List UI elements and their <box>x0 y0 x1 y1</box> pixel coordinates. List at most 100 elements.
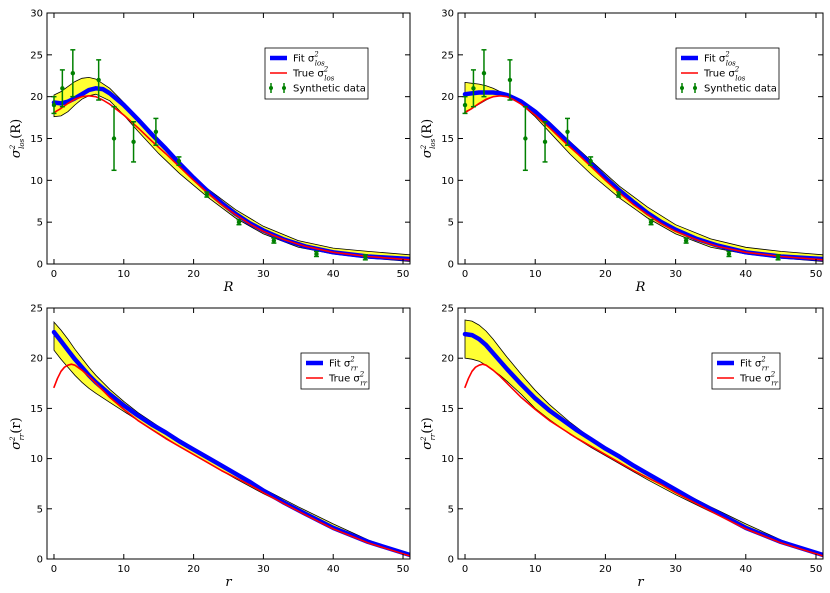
x-tick-label: 50 <box>810 564 823 575</box>
legend-entry-fit: Fit σ2rr​ <box>306 356 358 373</box>
y-tick-label: 10 <box>30 176 43 187</box>
y-tick-label: 30 <box>30 9 43 20</box>
x-axis-label: R <box>223 280 234 295</box>
y-tick-label: 15 <box>30 134 43 145</box>
data-point <box>565 117 570 146</box>
data-point <box>726 250 732 258</box>
legend-entry-fit: Fit σ2los​ <box>681 51 736 68</box>
x-tick-label: 30 <box>669 564 682 575</box>
data-point <box>51 95 57 115</box>
y-axis-label: σ2los​(R) <box>9 119 26 158</box>
data-point <box>176 156 182 167</box>
y-tick-label: 25 <box>30 50 43 61</box>
legend-label: Synthetic data <box>293 84 366 95</box>
legend-entry-fit: Fit σ2los​ <box>270 51 325 68</box>
legend: Fit σ2rr​True σ2rr​ <box>711 352 781 390</box>
x-tick-label: 10 <box>117 269 130 280</box>
data-point <box>362 254 368 261</box>
y-tick-label: 0 <box>37 260 43 271</box>
confidence-band <box>464 81 823 262</box>
fit-curve <box>462 90 823 262</box>
y-tick-label: 15 <box>30 404 43 415</box>
x-tick-label: 30 <box>257 564 270 575</box>
legend-box <box>300 352 370 390</box>
axes-frame <box>457 307 824 560</box>
y-axis-label: σ2los​(R) <box>420 119 437 158</box>
legend-entry-fit: Fit σ2rr​ <box>717 356 769 373</box>
x-tick-label: 40 <box>739 564 752 575</box>
x-axis-label: R <box>635 280 646 295</box>
legend-box <box>711 352 781 390</box>
data-point <box>775 254 781 261</box>
confidence-band <box>53 76 410 262</box>
true-curve <box>53 363 410 557</box>
true-curve <box>464 95 823 261</box>
y-tick-label: 15 <box>441 134 454 145</box>
x-tick-label: 40 <box>327 564 340 575</box>
y-tick-label: 10 <box>30 454 43 465</box>
data-point <box>507 59 513 101</box>
y-tick-label: 30 <box>441 9 454 20</box>
data-point <box>683 237 689 244</box>
legend-label: Fit σ2los​ <box>704 51 736 68</box>
y-tick-label: 15 <box>441 404 454 415</box>
y-tick-label: 5 <box>448 504 454 515</box>
y-tick-label: 0 <box>448 260 454 271</box>
x-tick-label: 20 <box>187 564 200 575</box>
x-tick-label: 20 <box>599 564 612 575</box>
x-tick-label: 0 <box>51 564 57 575</box>
true-curve <box>464 363 823 557</box>
true-curve <box>53 95 410 261</box>
y-tick-label: 25 <box>441 304 454 315</box>
data-point <box>236 218 242 226</box>
confidence-band <box>53 321 410 557</box>
panel-bottom-right: 0 10 20 30 40 50 0 5 10 15 20 25 r σ2rr​(r) Fit σ2rr​T… <box>420 304 824 590</box>
plot-area <box>51 321 410 558</box>
x-tick-label: 0 <box>51 269 57 280</box>
data-point <box>462 95 468 115</box>
x-tick-label: 50 <box>397 269 410 280</box>
y-tick-label: 0 <box>37 555 43 566</box>
data-point <box>542 121 548 163</box>
data-point <box>648 218 654 226</box>
x-tick-label: 40 <box>739 269 752 280</box>
data-point <box>470 69 476 108</box>
legend-label: Synthetic data <box>704 84 777 95</box>
data-point <box>153 117 159 146</box>
data-point <box>59 69 65 108</box>
x-tick-label: 10 <box>117 564 130 575</box>
y-tick-label: 5 <box>448 218 454 229</box>
data-point <box>70 49 76 98</box>
legend-label: True σ2los​ <box>703 66 746 83</box>
data-point <box>481 49 487 98</box>
y-tick-label: 25 <box>30 304 43 315</box>
legend-entry-true: True σ2los​ <box>681 66 746 83</box>
x-tick-label: 50 <box>810 269 823 280</box>
legend-entry-data: Synthetic data <box>269 83 366 95</box>
x-tick-label: 50 <box>397 564 410 575</box>
data-point <box>522 105 528 172</box>
data-point <box>131 121 137 163</box>
x-tick-label: 0 <box>462 269 468 280</box>
y-tick-label: 25 <box>441 50 454 61</box>
y-axis-label: σ2rr​(r) <box>9 417 26 449</box>
x-tick-label: 30 <box>669 269 682 280</box>
y-axis-label: σ2rr​(r) <box>420 417 437 449</box>
legend: Fit σ2los​True σ2los​Synthetic data <box>264 47 369 100</box>
legend-entry-true: True σ2rr​ <box>717 371 779 388</box>
x-tick-label: 20 <box>187 269 200 280</box>
y-tick-label: 5 <box>37 218 43 229</box>
y-tick-label: 20 <box>441 92 454 103</box>
y-tick-label: 20 <box>30 354 43 365</box>
data-point <box>271 237 277 244</box>
legend-entry-true: True σ2los​ <box>270 66 335 83</box>
x-tick-label: 40 <box>327 269 340 280</box>
legend: Fit σ2rr​True σ2rr​ <box>300 352 370 390</box>
legend-label: Fit σ2rr​ <box>329 356 358 373</box>
fit-curve <box>51 329 410 558</box>
plot-area <box>51 49 410 262</box>
legend-label: True σ2rr​ <box>739 371 779 388</box>
